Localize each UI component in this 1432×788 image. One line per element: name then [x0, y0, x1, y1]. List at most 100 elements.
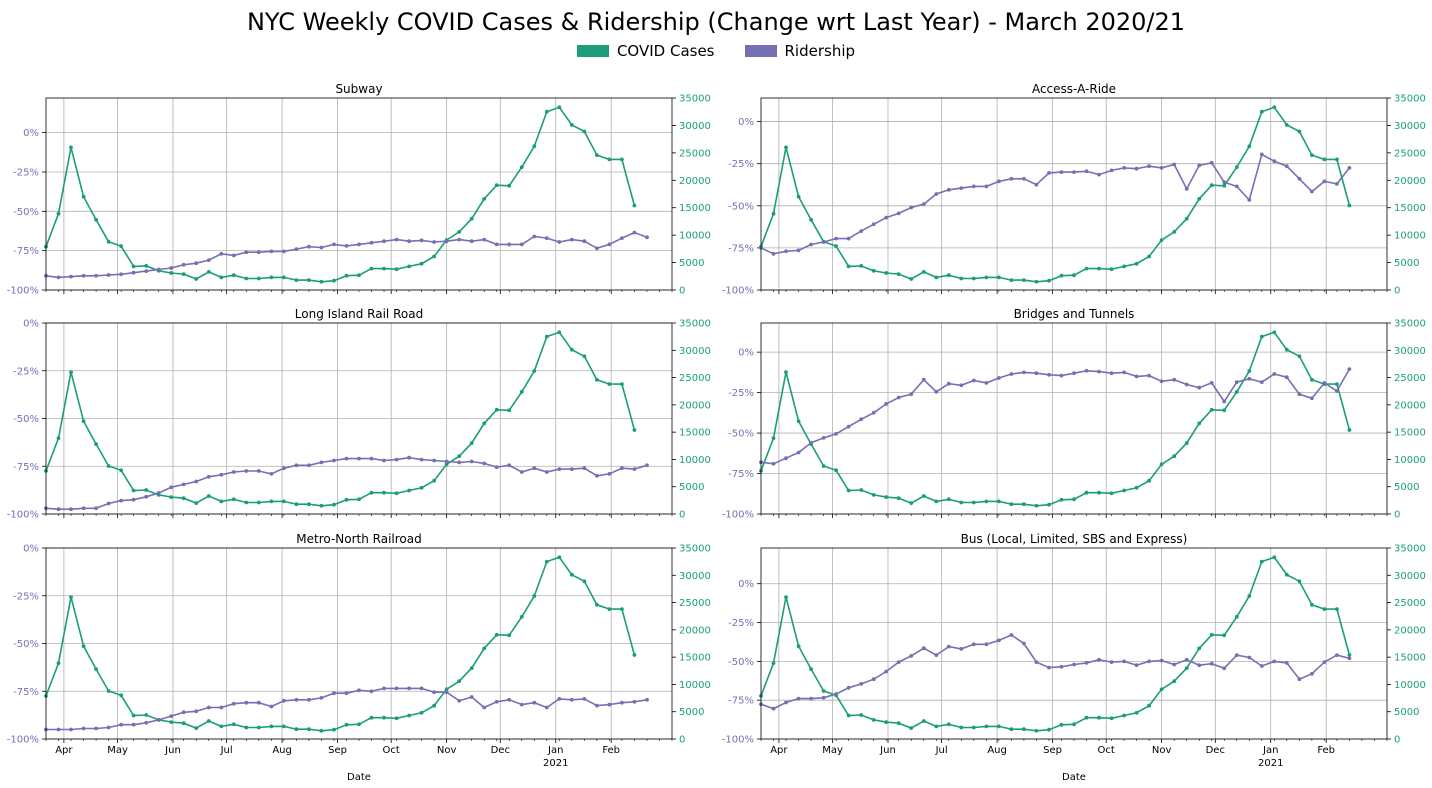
- x-tick-label: Sep: [1043, 745, 1062, 756]
- data-point-ridership: [1072, 662, 1076, 667]
- data-point-ridership: [1147, 659, 1151, 664]
- data-point-cases: [231, 497, 236, 502]
- data-point-ridership: [984, 381, 989, 385]
- data-point-ridership: [206, 258, 211, 262]
- data-point-cases: [809, 217, 813, 222]
- data-point-cases: [181, 272, 186, 276]
- y-left-tick-label: 0%: [738, 117, 754, 128]
- data-point-cases: [846, 713, 851, 718]
- data-point-cases: [582, 354, 587, 359]
- data-point-cases: [256, 276, 261, 281]
- data-point-cases: [1072, 497, 1076, 502]
- data-point-ridership: [1322, 381, 1327, 385]
- y-left-tick-label: 0%: [23, 544, 39, 555]
- y-left-tick-label: -25%: [13, 366, 39, 377]
- data-point-cases: [56, 436, 61, 440]
- data-point-ridership: [206, 474, 211, 479]
- data-point-ridership: [1109, 168, 1114, 173]
- data-point-cases: [1134, 485, 1139, 490]
- data-point-ridership: [394, 686, 399, 691]
- data-point-ridership: [169, 266, 174, 270]
- data-point-ridership: [946, 644, 951, 649]
- data-point-ridership: [357, 242, 361, 247]
- data-point-ridership: [294, 697, 299, 702]
- data-point-ridership: [921, 377, 926, 382]
- y-right-tick-label: 30000: [1394, 121, 1426, 132]
- y-right-tick-label: 30000: [679, 121, 711, 132]
- plot-frame: [45, 97, 673, 291]
- data-point-ridership: [1022, 370, 1026, 375]
- data-point-cases: [344, 497, 349, 502]
- subplot-2: 0% -25% -50% -75% -100% 0 5000 10000 15000 20000 2…: [722, 82, 1426, 297]
- data-point-ridership: [507, 463, 512, 468]
- data-point-ridership: [1072, 170, 1076, 175]
- data-point-cases: [269, 724, 274, 729]
- data-point-cases: [457, 679, 462, 684]
- data-point-ridership: [532, 234, 537, 239]
- subplot-3: 0% -25% -50% -75% -100% 0 5000 10000 15000 20000 2…: [7, 307, 711, 521]
- y-right-tick-label: 35000: [679, 319, 711, 330]
- x-tick-label: Jun: [164, 745, 181, 756]
- data-point-ridership: [1147, 373, 1151, 378]
- data-point-ridership: [557, 697, 562, 701]
- data-point-cases: [959, 500, 964, 505]
- data-point-cases: [407, 488, 411, 493]
- data-point-cases: [1234, 165, 1239, 170]
- data-point-cases: [997, 275, 1001, 280]
- data-point-cases: [294, 278, 299, 282]
- data-point-cases: [557, 105, 562, 110]
- data-point-ridership: [809, 696, 813, 701]
- data-point-ridership: [1122, 659, 1126, 664]
- data-point-cases: [94, 217, 98, 222]
- data-point-ridership: [1009, 372, 1014, 376]
- data-point-cases: [959, 725, 964, 730]
- data-point-ridership: [444, 690, 449, 695]
- data-point-cases: [106, 239, 111, 244]
- y-left-tick-label: -50%: [728, 657, 754, 668]
- y-right-tick-label: 10000: [1394, 231, 1426, 242]
- x-tick-label: Nov: [1152, 745, 1172, 756]
- data-point-ridership: [1084, 661, 1089, 665]
- x-tick-label: Jan: [547, 745, 563, 756]
- data-point-ridership: [1284, 375, 1289, 380]
- data-point-ridership: [909, 205, 914, 210]
- data-point-ridership: [457, 237, 462, 242]
- x-tick-label: Jul: [935, 745, 948, 756]
- x-tick-label: May: [822, 745, 843, 756]
- data-point-cases: [181, 496, 186, 501]
- data-point-cases: [282, 724, 286, 729]
- data-point-ridership: [595, 246, 599, 251]
- data-point-cases: [469, 441, 474, 445]
- data-point-ridership: [1247, 198, 1252, 202]
- plot-frame: [45, 322, 673, 515]
- data-point-ridership: [884, 402, 889, 406]
- data-point-ridership: [56, 727, 61, 732]
- y-right-tick-label: 30000: [1394, 571, 1426, 582]
- data-point-cases: [332, 502, 336, 507]
- data-point-ridership: [69, 274, 73, 279]
- data-point-cases: [519, 389, 524, 394]
- data-point-ridership: [256, 250, 261, 255]
- data-point-cases: [1034, 728, 1039, 733]
- data-point-ridership: [219, 472, 224, 477]
- y-right-tick-label: 15000: [1394, 428, 1426, 439]
- data-point-cases: [1247, 144, 1252, 149]
- y-right-tick-label: 30000: [679, 346, 711, 357]
- data-point-ridership: [507, 242, 512, 247]
- data-point-ridership: [1022, 176, 1026, 181]
- data-point-cases: [144, 713, 149, 717]
- data-point-ridership: [231, 470, 236, 474]
- data-point-ridership: [1097, 172, 1101, 177]
- data-point-cases: [607, 382, 612, 386]
- data-point-cases: [871, 493, 876, 497]
- data-point-cases: [784, 595, 788, 599]
- data-point-cases: [94, 442, 98, 446]
- data-point-ridership: [1297, 677, 1302, 682]
- data-point-cases: [1310, 602, 1314, 607]
- data-point-cases: [507, 183, 512, 188]
- data-point-cases: [206, 719, 211, 723]
- legend-item-cases: COVID Cases: [576, 42, 715, 60]
- data-point-ridership: [582, 466, 587, 471]
- y-left-tick-label: -25%: [728, 388, 754, 399]
- y-right-tick-label: 5000: [1394, 258, 1419, 269]
